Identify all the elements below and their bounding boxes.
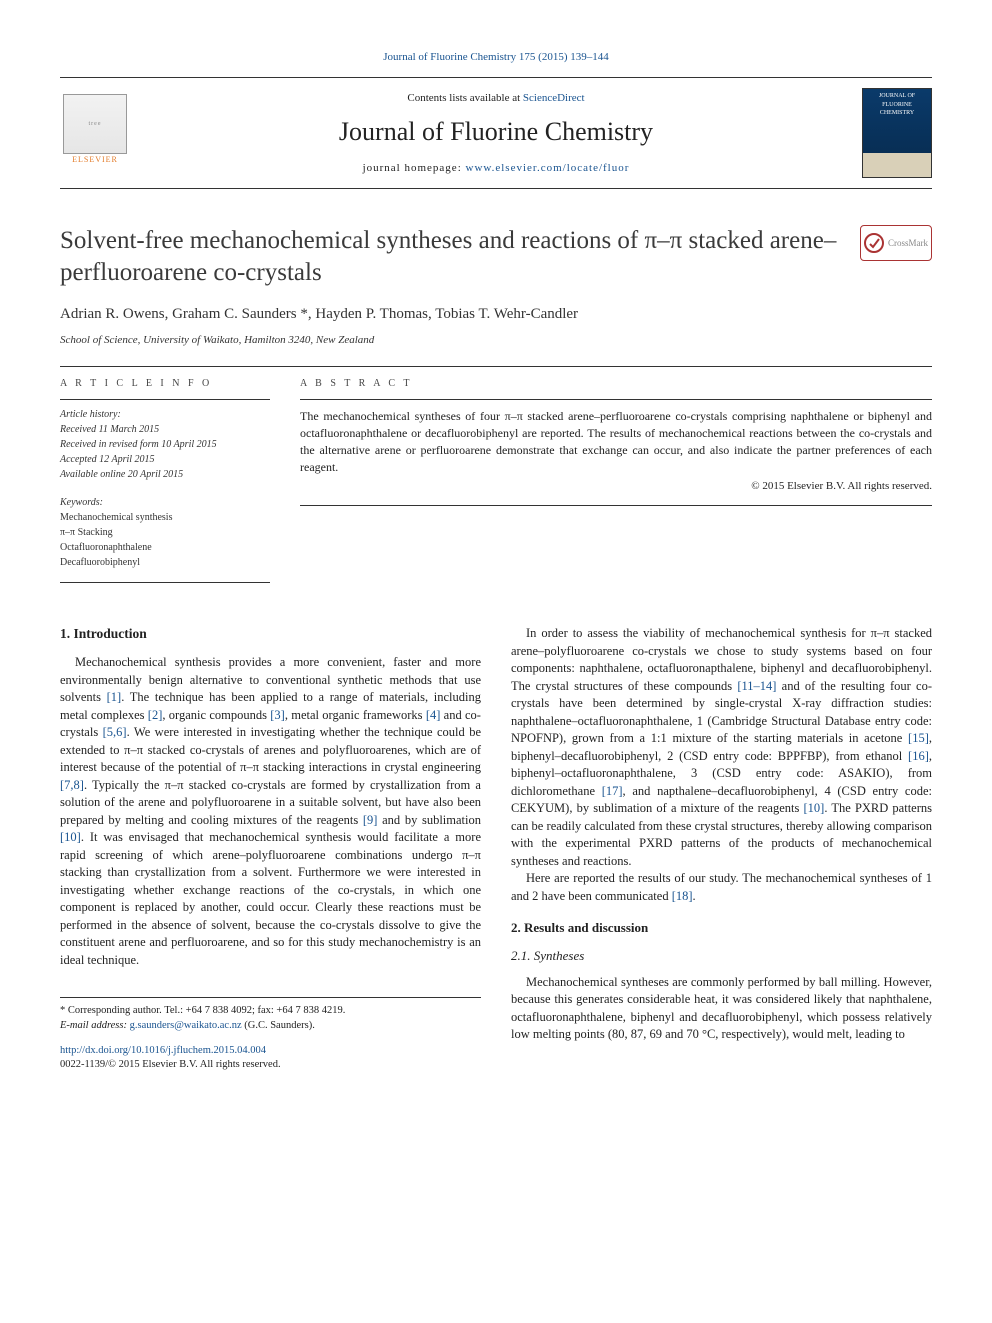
footnote-email-label: E-mail address: — [60, 1020, 130, 1031]
keyword: π–π Stacking — [60, 526, 270, 540]
section-heading-introduction: 1. Introduction — [60, 625, 481, 644]
footnote-email-suffix: (G.C. Saunders). — [242, 1020, 315, 1031]
article-info: A R T I C L E I N F O Article history: R… — [60, 377, 270, 591]
paragraph: Here are reported the results of our stu… — [511, 870, 932, 905]
ref-link[interactable]: [3] — [270, 708, 285, 722]
cover-band — [863, 153, 931, 177]
abstract-copyright: © 2015 Elsevier B.V. All rights reserved… — [300, 479, 932, 494]
rule — [60, 399, 270, 400]
keywords: Keywords: Mechanochemical synthesis π–π … — [60, 496, 270, 570]
crossmark-badge[interactable]: CrossMark — [860, 225, 932, 261]
footnote-line1: * Corresponding author. Tel.: +64 7 838 … — [60, 1004, 481, 1019]
text-run: , metal organic frameworks — [285, 708, 426, 722]
text-run: Here are reported the results of our stu… — [511, 871, 932, 903]
ref-link[interactable]: [17] — [602, 784, 623, 798]
masthead-center: Contents lists available at ScienceDirec… — [146, 91, 846, 176]
affiliation: School of Science, University of Waikato… — [60, 333, 932, 348]
rule — [60, 582, 270, 583]
crossmark-label: CrossMark — [888, 237, 928, 250]
ref-link[interactable]: [16] — [908, 749, 929, 763]
doi-rights: 0022-1139/© 2015 Elsevier B.V. All right… — [60, 1058, 481, 1073]
homepage-prefix: journal homepage: — [363, 162, 466, 174]
paragraph: In order to assess the viability of mech… — [511, 625, 932, 870]
running-head: Journal of Fluorine Chemistry 175 (2015)… — [60, 50, 932, 65]
keywords-header: Keywords: — [60, 496, 270, 510]
cover-title: JOURNAL OF FLUORINE CHEMISTRY — [866, 92, 928, 117]
ref-link[interactable]: [15] — [908, 731, 929, 745]
homepage-line: journal homepage: www.elsevier.com/locat… — [146, 161, 846, 176]
history-received: Received 11 March 2015 — [60, 423, 270, 437]
body-columns: 1. Introduction Mechanochemical synthesi… — [60, 625, 932, 1073]
homepage-link[interactable]: www.elsevier.com/locate/fluor — [466, 162, 630, 174]
contents-prefix: Contents lists available at — [407, 92, 522, 104]
journal-cover-thumb: JOURNAL OF FLUORINE CHEMISTRY — [862, 88, 932, 178]
rule — [60, 366, 932, 367]
ref-link[interactable]: [10] — [803, 801, 824, 815]
doi-link[interactable]: http://dx.doi.org/10.1016/j.jfluchem.201… — [60, 1045, 266, 1056]
abstract-label: A B S T R A C T — [300, 377, 932, 391]
authors: Adrian R. Owens, Graham C. Saunders *, H… — [60, 304, 932, 325]
article-info-label: A R T I C L E I N F O — [60, 377, 270, 391]
elsevier-logo: tree ELSEVIER — [60, 94, 130, 172]
running-head-link[interactable]: Journal of Fluorine Chemistry 175 (2015)… — [383, 51, 608, 63]
doi-block: http://dx.doi.org/10.1016/j.jfluchem.201… — [60, 1044, 481, 1073]
keyword: Mechanochemical synthesis — [60, 511, 270, 525]
text-run: . It was envisaged that mechanochemical … — [60, 830, 481, 967]
elsevier-wordmark: ELSEVIER — [72, 154, 118, 165]
footnote-email-link[interactable]: g.saunders@waikato.ac.nz — [130, 1020, 242, 1031]
history-header: Article history: — [60, 408, 270, 422]
article-title: Solvent-free mechanochemical syntheses a… — [60, 225, 844, 288]
ref-link[interactable]: [4] — [426, 708, 441, 722]
sciencedirect-link[interactable]: ScienceDirect — [523, 92, 585, 104]
journal-name: Journal of Fluorine Chemistry — [146, 114, 846, 150]
paragraph: Mechanochemical synthesis provides a mor… — [60, 654, 481, 969]
left-column: 1. Introduction Mechanochemical synthesi… — [60, 625, 481, 1073]
masthead: tree ELSEVIER Contents lists available a… — [60, 77, 932, 189]
elsevier-tree-icon: tree — [63, 94, 127, 154]
section-heading-syntheses: 2.1. Syntheses — [511, 947, 932, 965]
page-container: Journal of Fluorine Chemistry 175 (2015)… — [0, 0, 992, 1123]
article-history: Article history: Received 11 March 2015 … — [60, 408, 270, 482]
text-run: and by sublimation — [377, 813, 481, 827]
rule — [300, 399, 932, 400]
history-revised: Received in revised form 10 April 2015 — [60, 438, 270, 452]
ref-link[interactable]: [9] — [363, 813, 378, 827]
section-heading-results: 2. Results and discussion — [511, 919, 932, 937]
keyword: Octafluoronaphthalene — [60, 541, 270, 555]
ref-link[interactable]: [18] — [672, 889, 693, 903]
ref-link[interactable]: [11–14] — [737, 679, 776, 693]
abstract-box: A B S T R A C T The mechanochemical synt… — [300, 377, 932, 591]
contents-line: Contents lists available at ScienceDirec… — [146, 91, 846, 106]
text-run: , organic compounds — [162, 708, 270, 722]
ref-link[interactable]: [2] — [148, 708, 163, 722]
abstract-text: The mechanochemical syntheses of four π–… — [300, 408, 932, 475]
text-run: . — [693, 889, 696, 903]
history-online: Available online 20 April 2015 — [60, 468, 270, 482]
ref-link[interactable]: [5,6] — [103, 725, 127, 739]
ref-link[interactable]: [10] — [60, 830, 81, 844]
paragraph: Mechanochemical syntheses are commonly p… — [511, 974, 932, 1044]
keyword: Decafluorobiphenyl — [60, 556, 270, 570]
crossmark-icon — [864, 233, 884, 253]
history-accepted: Accepted 12 April 2015 — [60, 453, 270, 467]
ref-link[interactable]: [1] — [107, 690, 122, 704]
corresponding-author-footnote: * Corresponding author. Tel.: +64 7 838 … — [60, 997, 481, 1033]
meta-row: A R T I C L E I N F O Article history: R… — [60, 377, 932, 591]
right-column: In order to assess the viability of mech… — [511, 625, 932, 1073]
rule — [300, 505, 932, 506]
ref-link[interactable]: [7,8] — [60, 778, 84, 792]
footnote-line2: E-mail address: g.saunders@waikato.ac.nz… — [60, 1019, 481, 1034]
